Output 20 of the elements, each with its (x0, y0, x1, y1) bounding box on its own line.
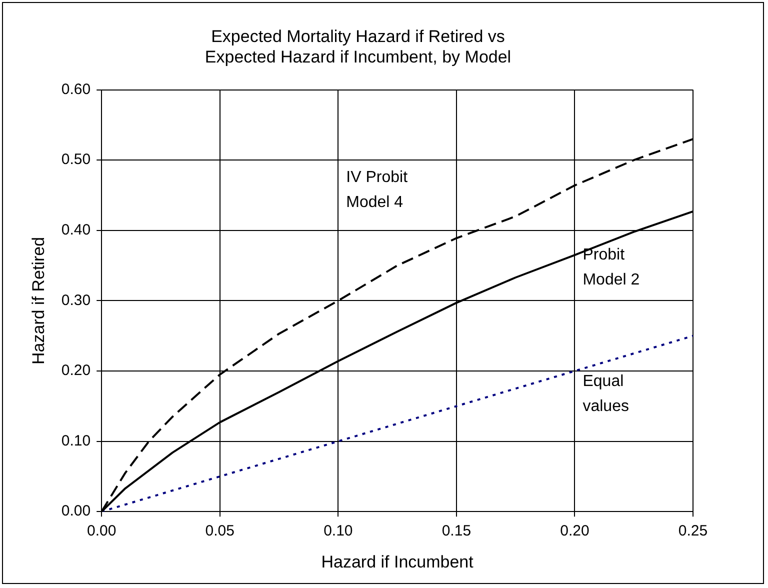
x-axis-title: Hazard if Incumbent (321, 552, 474, 572)
y-axis-title: Hazard if Retired (28, 236, 48, 364)
text: Expected Hazard if Incumbent, by Model (204, 47, 512, 66)
text: Expected Mortality Hazard if Retired vs (211, 26, 505, 46)
text: IV Probit Model 4 (346, 169, 408, 212)
y-tick-label: 0.50 (61, 151, 91, 168)
series-label: Equal values (582, 372, 629, 415)
x-tick-label: 0.05 (205, 522, 234, 540)
y-tick-label: 0.00 (61, 502, 91, 520)
series-label: Probit Model 2 (582, 246, 640, 288)
y-tick-label: 0.20 (61, 362, 91, 380)
y-tick-label: 0.10 (61, 432, 91, 450)
x-tick-label: 0.25 (678, 522, 708, 540)
x-tick-label: 0.10 (324, 522, 353, 540)
x-tick-label: 0.15 (442, 522, 472, 540)
y-tick-label: 0.60 (61, 80, 91, 98)
x-tick-label: 0.20 (560, 522, 590, 540)
y-tick-label: 0.30 (61, 292, 91, 309)
x-tick-label: 0.00 (86, 522, 116, 540)
y-tick-label: 0.40 (61, 222, 91, 239)
